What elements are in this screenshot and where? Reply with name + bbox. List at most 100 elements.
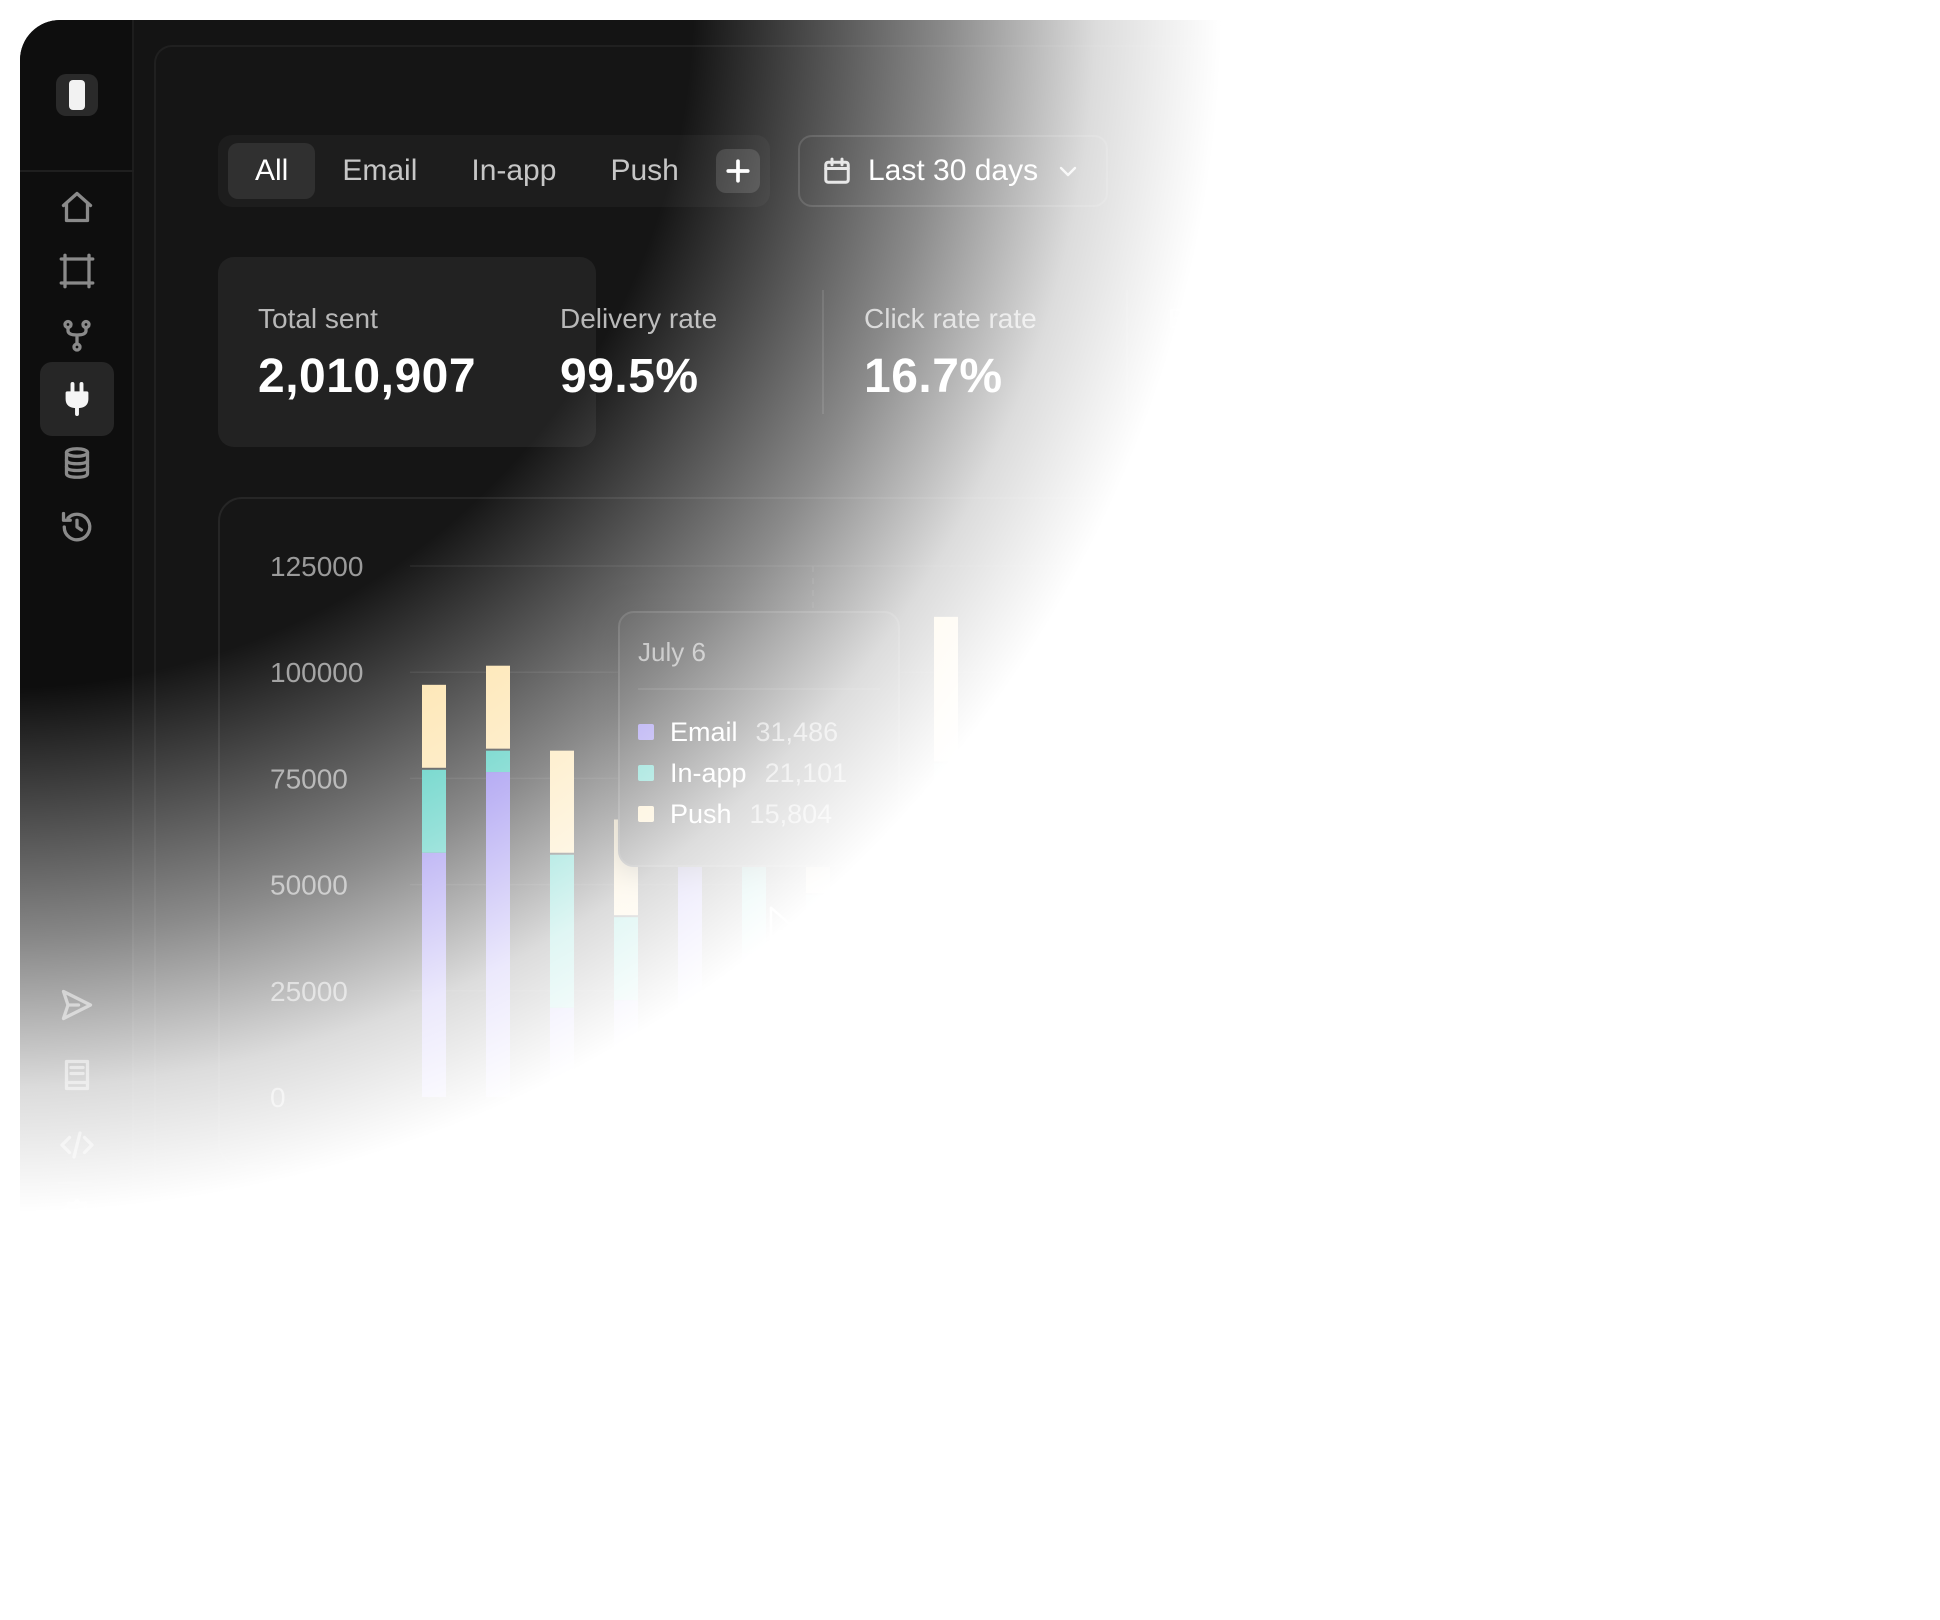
bar-push[interactable] <box>486 665 510 749</box>
bar-in-app[interactable] <box>998 873 1022 1015</box>
bar-push[interactable] <box>422 684 446 768</box>
bar-push[interactable] <box>1510 729 1534 815</box>
stats-row: Total sent 2,010,907 Delivery rate 99.5%… <box>218 257 1738 447</box>
legend-email[interactable]: Email <box>256 1227 366 1259</box>
stacked-bar-chart[interactable]: 125000 100000 75000 50000 25000 0 <box>220 499 1920 1169</box>
push-swatch <box>638 806 654 822</box>
in-app-swatch <box>638 765 654 781</box>
tab-all[interactable]: All <box>228 143 316 199</box>
bar-email[interactable] <box>806 999 830 1097</box>
bar-email[interactable] <box>1126 1001 1150 1097</box>
bar-email[interactable] <box>1254 961 1278 1097</box>
bar-in-app[interactable] <box>1254 875 1278 962</box>
bar-email[interactable] <box>678 842 702 1097</box>
bar-email[interactable] <box>1510 901 1534 1097</box>
bar-in-app[interactable] <box>1318 731 1342 834</box>
y-tick-label: 50000 <box>270 870 348 901</box>
bar-in-app[interactable] <box>806 895 830 1000</box>
bar-in-app[interactable] <box>1510 816 1534 902</box>
bar-in-app[interactable] <box>934 763 958 908</box>
bar-in-app[interactable] <box>1062 913 1086 1058</box>
bar-push[interactable] <box>1254 771 1278 874</box>
workflow-icon <box>59 253 95 289</box>
bar-push[interactable] <box>1062 873 1086 912</box>
sidebar-item-home[interactable] <box>40 170 114 244</box>
bar-in-app[interactable] <box>870 871 894 1019</box>
bar-email[interactable] <box>614 1000 638 1097</box>
bar-email[interactable] <box>1574 927 1598 1097</box>
sidebar-item-settings[interactable] <box>40 1178 114 1252</box>
sidebar-item-docs[interactable] <box>40 1038 114 1112</box>
y-tick-label: 25000 <box>270 976 348 1007</box>
bar-push[interactable] <box>1574 799 1598 883</box>
database-icon <box>64 447 90 479</box>
provider-type: Twilio Send <box>556 1474 726 1511</box>
bar-push[interactable] <box>1318 644 1342 730</box>
tab-email[interactable]: Email <box>342 154 418 187</box>
calendar-icon <box>824 157 850 184</box>
bar-email[interactable] <box>934 907 958 1097</box>
provider-row[interactable]: Acme VIP Twilio Send <box>220 1423 1916 1561</box>
provider-divider <box>530 1476 533 1510</box>
bar-email[interactable] <box>550 1007 574 1097</box>
bar-push[interactable] <box>1446 774 1470 874</box>
bar-in-app[interactable] <box>422 769 446 853</box>
tooltip-series-value: 15,804 <box>749 798 833 829</box>
sidebar-item-branches[interactable] <box>40 298 114 372</box>
bar-push[interactable] <box>934 616 958 762</box>
add-channel-button[interactable] <box>715 149 760 193</box>
tab-in-app[interactable]: In-app <box>471 154 557 187</box>
bar-push[interactable] <box>550 750 574 853</box>
sidebar-header <box>20 20 134 172</box>
sidebar-item-integrations[interactable] <box>40 362 114 436</box>
tab-push[interactable]: Push <box>610 154 679 187</box>
plug-icon <box>65 382 89 416</box>
sidebar-item-developer[interactable] <box>40 1108 114 1182</box>
stat-error-rate[interactable]: Error rate 0.12% <box>1128 257 1506 447</box>
bar-in-app[interactable] <box>486 750 510 773</box>
bar-in-app[interactable] <box>1382 799 1406 902</box>
bar-in-app[interactable] <box>1638 825 1662 843</box>
bar-email[interactable] <box>1446 984 1470 1097</box>
bar-email[interactable] <box>742 953 766 1097</box>
y-tick-label: 0 <box>270 1082 286 1113</box>
tooltip-date: July 6 <box>638 637 706 667</box>
bar-in-app[interactable] <box>1574 884 1598 928</box>
provider-list: Acme Primary Gmail Acme VIP Twilio Se <box>218 1283 1918 1620</box>
bar-email[interactable] <box>1062 1057 1086 1097</box>
bar-email[interactable] <box>486 772 510 1097</box>
plus-icon <box>726 159 750 183</box>
app-logo[interactable] <box>56 74 98 116</box>
gear-icon <box>61 1198 93 1232</box>
stat-value: 0.12% <box>1168 350 1307 403</box>
provider-row[interactable]: Acme Primary Gmail <box>220 1285 1916 1423</box>
bar-email[interactable] <box>1638 842 1662 1097</box>
bar-in-app[interactable] <box>742 866 766 954</box>
bar-in-app[interactable] <box>1126 916 1150 1002</box>
bar-email[interactable] <box>870 1018 894 1097</box>
bar-email[interactable] <box>422 852 446 1097</box>
mouse-cursor-icon <box>769 906 797 945</box>
date-range-dropdown[interactable]: Last 30 days <box>798 135 1109 207</box>
bar-in-app[interactable] <box>1446 875 1470 985</box>
sidebar-item-workflows[interactable] <box>40 234 114 308</box>
bar-email[interactable] <box>1318 833 1342 1097</box>
bar-push[interactable] <box>1190 771 1214 874</box>
bar-email[interactable] <box>1382 901 1406 1097</box>
tooltip-series-value: 31,486 <box>755 716 839 747</box>
sidebar-item-database[interactable] <box>40 426 114 500</box>
bar-push[interactable] <box>1382 712 1406 798</box>
sidebar-item-send[interactable] <box>40 968 114 1042</box>
bar-in-app[interactable] <box>614 917 638 1001</box>
bar-email[interactable] <box>1190 961 1214 1097</box>
bar-push[interactable] <box>1126 818 1150 915</box>
bar-push[interactable] <box>998 729 1022 872</box>
bar-email[interactable] <box>998 1014 1022 1097</box>
bar-in-app[interactable] <box>1190 875 1214 962</box>
tooltip-divider <box>638 688 880 690</box>
sidebar-item-history[interactable] <box>40 490 114 564</box>
bar-in-app[interactable] <box>550 854 574 1008</box>
bar-push[interactable] <box>1638 714 1662 824</box>
y-tick-label: 100000 <box>270 657 363 688</box>
tooltip-series-name: Email <box>670 716 738 747</box>
